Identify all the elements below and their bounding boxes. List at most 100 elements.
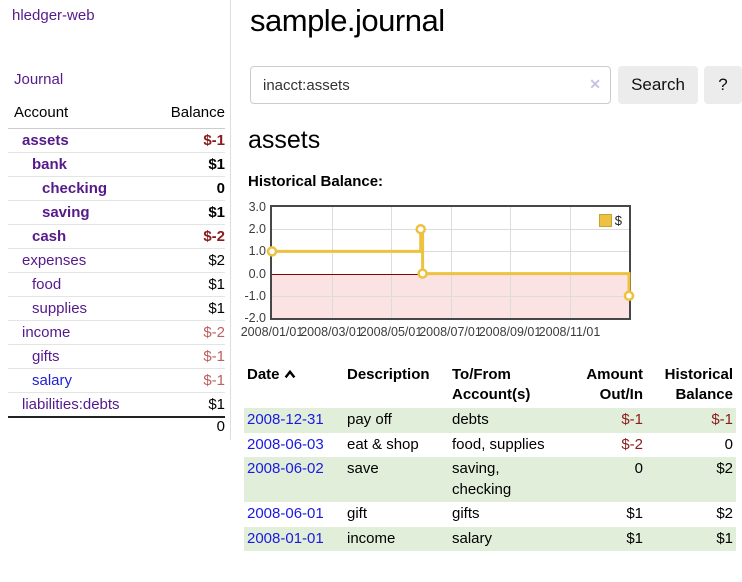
transaction-description: pay off <box>344 408 449 433</box>
chart-gridline <box>569 207 571 318</box>
account-row: saving $1 <box>8 200 225 225</box>
accounts-table: Account Balance assets $-1 bank $1 checking 0… <box>8 100 225 435</box>
transactions-table: Date Description To/From Account(s) Amou… <box>244 362 736 551</box>
main-panel: sample.journal ✕ Search ? assets Histori… <box>231 0 742 582</box>
transaction-balance: $-1 <box>646 408 736 433</box>
sidebar: hledger-web Journal Account Balance asse… <box>0 0 231 440</box>
legend-label: $ <box>614 213 622 228</box>
clear-search-icon[interactable]: ✕ <box>589 76 601 92</box>
transaction-accounts: gifts <box>452 505 480 522</box>
transaction-balance: $2 <box>646 457 736 502</box>
accounts-total-value: 0 <box>154 416 225 435</box>
transaction-date-link[interactable]: 2008-01-01 <box>247 529 324 547</box>
search-input[interactable] <box>250 66 611 104</box>
account-row: gifts $-1 <box>8 344 225 369</box>
y-axis-tick-label: -2.0 <box>244 311 266 325</box>
accounts-header-balance: Balance <box>154 100 225 129</box>
account-link[interactable]: supplies <box>32 300 88 317</box>
account-balance: 0 <box>154 176 225 201</box>
header-description: Description <box>347 366 430 383</box>
y-axis-tick-label: 2.0 <box>248 222 266 237</box>
transaction-amount: $1 <box>626 505 643 522</box>
account-row: bank $1 <box>8 152 225 177</box>
transaction-date-link[interactable]: 2008-06-03 <box>247 435 324 453</box>
accounts-total-row: 0 <box>8 416 225 435</box>
sidebar-item-journal[interactable]: Journal <box>14 71 64 88</box>
data-point-marker <box>415 223 426 235</box>
y-axis-tick-label: 3.0 <box>248 200 266 214</box>
brand-link[interactable]: hledger-web <box>12 7 95 24</box>
accounts-header-account: Account <box>8 100 155 129</box>
account-link[interactable]: saving <box>42 204 90 221</box>
account-balance: $1 <box>154 296 225 321</box>
account-link[interactable]: income <box>22 324 71 341</box>
account-row: salary $-1 <box>8 368 225 393</box>
chart-gridline <box>331 207 333 318</box>
x-axis-tick-label: 2008/07/01 <box>419 325 482 339</box>
transaction-description: income <box>344 526 449 551</box>
account-row: supplies $1 <box>8 296 225 321</box>
account-link[interactable]: gifts <box>32 348 60 365</box>
account-link[interactable]: food <box>32 276 62 293</box>
legend-swatch <box>598 214 612 227</box>
transaction-date-link[interactable]: 2008-06-01 <box>247 505 324 522</box>
x-axis-tick-label: 2008/03/01 <box>300 325 363 339</box>
plot-area[interactable]: $ 3.0 2.0 1.0 0.0 -1.0 -2.0 2008/01/01 2008/03/… <box>241 200 635 339</box>
header-amount: Amount Out/In <box>586 366 643 403</box>
transaction-date-link[interactable]: 2008-06-02 <box>247 460 324 477</box>
transaction-balance: 0 <box>724 435 733 453</box>
account-row: assets $-1 <box>8 128 225 153</box>
x-axis-tick-label: 2008/11/01 <box>538 325 601 339</box>
sort-ascending-icon <box>284 369 295 379</box>
transaction-accounts: debts <box>449 408 561 433</box>
transactions-table-body: 2008-12-31 pay off debts $-1 $-1 2008-06-03 ea… <box>244 408 736 551</box>
account-link[interactable]: cash <box>32 228 67 245</box>
account-balance: $1 <box>154 200 225 225</box>
header-balance: Historical Balance <box>664 366 733 403</box>
account-link[interactable]: liabilities:debts <box>22 396 120 413</box>
y-axis-tick-label: -1.0 <box>244 288 266 303</box>
data-point-marker <box>417 268 428 279</box>
transaction-accounts: saving, checking <box>449 457 561 502</box>
account-row: income $-2 <box>8 320 225 345</box>
account-balance: $1 <box>154 272 225 297</box>
account-balance: $1 <box>154 392 225 418</box>
transaction-description: eat & shop <box>347 435 419 453</box>
header-date[interactable]: Date <box>244 362 344 408</box>
chart-gridline <box>450 207 452 318</box>
y-axis-tick-label: 0.0 <box>248 266 266 281</box>
transaction-amount: 0 <box>561 457 646 502</box>
account-balance: $-2 <box>154 224 225 249</box>
transaction-description: save <box>344 457 449 502</box>
transaction-accounts: salary <box>449 526 561 551</box>
chart-gridline <box>391 207 392 318</box>
transaction-row: 2008-01-01 income salary $1 $1 <box>244 526 736 551</box>
balance-series <box>266 223 635 302</box>
x-axis-tick-label: 2008/01/01 <box>240 325 304 339</box>
transaction-row: 2008-06-02 save saving, checking 0 $2 <box>244 457 736 502</box>
transaction-amount: $-1 <box>561 408 646 433</box>
account-link[interactable]: assets <box>22 132 69 149</box>
search-help-button[interactable]: ? <box>704 66 742 104</box>
header-date-label: Date <box>247 366 280 383</box>
transaction-row: 2008-06-03 eat & shop food, supplies $-2 0 <box>244 433 736 458</box>
account-link[interactable]: bank <box>32 156 68 173</box>
account-balance: $-2 <box>154 320 225 345</box>
search-bar: ✕ Search ? <box>250 66 742 104</box>
transaction-date-link[interactable]: 2008-12-31 <box>247 411 324 428</box>
transaction-amount: $-2 <box>621 435 643 453</box>
account-row: checking 0 <box>8 176 225 201</box>
account-link[interactable]: salary <box>32 372 73 389</box>
search-button[interactable]: Search <box>618 66 698 104</box>
account-link[interactable]: expenses <box>22 252 87 269</box>
account-row: cash $-2 <box>8 224 225 249</box>
x-axis-tick-label: 2008/09/01 <box>478 325 542 339</box>
data-point-marker <box>266 246 278 257</box>
account-link[interactable]: checking <box>42 180 108 197</box>
chart-label: Historical Balance: <box>248 173 384 190</box>
transaction-balance: $1 <box>646 526 736 551</box>
transaction-row: 2008-12-31 pay off debts $-1 $-1 <box>244 408 736 433</box>
search-input-wrap: ✕ <box>250 66 611 104</box>
account-balance: $2 <box>154 248 225 273</box>
